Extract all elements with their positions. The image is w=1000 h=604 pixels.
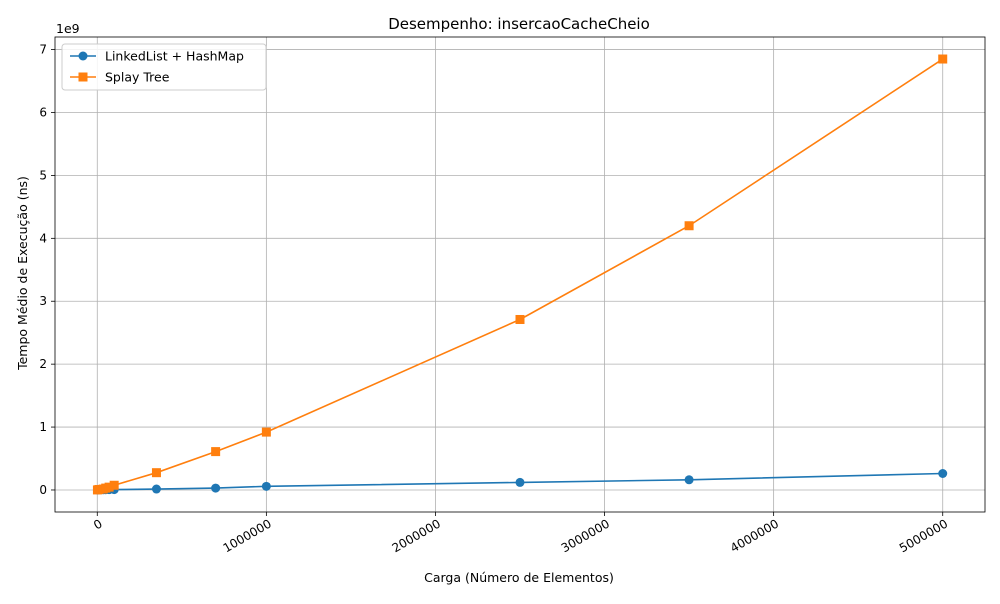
y-tick-label: 3 [39,294,47,308]
y-axis: 0 1 2 3 4 5 6 7 [39,43,55,497]
data-point [109,480,119,490]
y-tick-label: 2 [39,357,47,371]
legend-marker [78,72,88,82]
data-point [938,54,948,64]
legend: LinkedList + HashMap Splay Tree [61,43,267,91]
y-tick-label: 6 [39,105,47,119]
x-axis-label: Carga (Número de Elementos) [424,570,614,585]
data-point [261,427,271,437]
legend-item: LinkedList + HashMap [70,49,244,64]
legend-box [61,43,267,91]
y-axis-label: Tempo Médio de Execução (ns) [15,176,30,371]
data-point [684,221,694,231]
data-point [938,468,948,478]
data-point [211,447,221,457]
series-2 [92,54,948,495]
data-point [151,484,161,494]
data-point [515,314,525,324]
data-point [151,468,161,478]
y-scale-offset-label: 1e9 [56,21,80,36]
y-tick-label: 0 [39,483,47,497]
data-point [515,477,525,487]
y-tick-label: 1 [39,420,47,434]
y-tick-label: 5 [39,168,47,182]
data-point [211,483,221,493]
legend-label: Splay Tree [105,70,170,85]
data-point [104,482,114,492]
grid-lines [55,37,985,512]
chart-title: Desempenho: insercaoCacheCheio [388,15,650,33]
y-tick-label: 4 [39,231,47,245]
y-tick-label: 7 [39,43,47,57]
plot-frame [54,36,986,513]
legend-label: LinkedList + HashMap [105,49,244,64]
legend-item: Splay Tree [70,70,170,85]
data-point [684,475,694,485]
data-point [261,481,271,491]
legend-marker [78,51,88,61]
series-group [92,54,948,495]
